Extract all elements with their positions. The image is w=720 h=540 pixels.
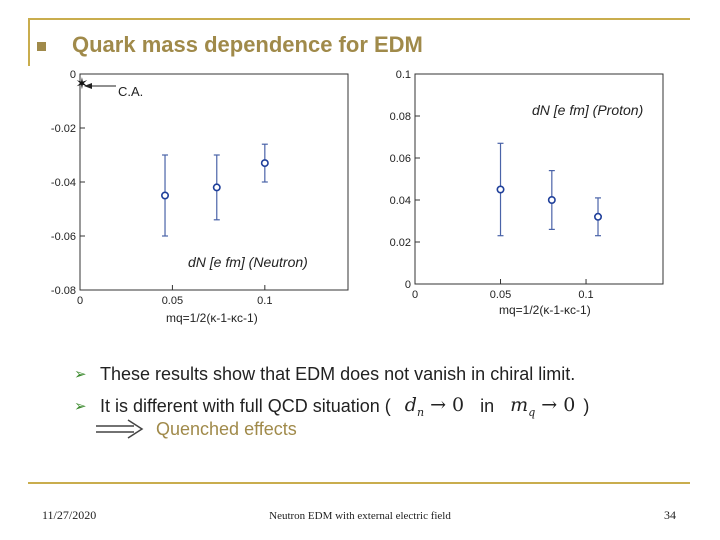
neutron-y-tick-label: -0.04 [51, 177, 76, 189]
footer-title: Neutron EDM with external electric field [269, 510, 451, 522]
implies-arrow-icon [96, 419, 144, 439]
neutron-y-tick-label: -0.02 [51, 123, 76, 135]
proton-y-tick-label: 0.06 [390, 153, 411, 165]
proton-y-tick-label: 0.08 [390, 111, 411, 123]
neutron-chart-title: dN [e fm] (Neutron) [188, 254, 308, 270]
title-bullet-icon [37, 42, 46, 51]
arrow-bullet-icon: ➢ [74, 366, 87, 383]
frame-left-accent [28, 18, 30, 66]
edm-figure: 0-0.02-0.04-0.06-0.080 0.05 0.1 ✶ dN [e fm… [51, 69, 664, 325]
slide-title: Quark mass dependence for EDM [72, 32, 423, 57]
proton-plot-frame [414, 73, 664, 285]
proton-y-tick-label: 0.04 [390, 195, 411, 207]
bullet-item-1: ➢ These results show that EDM does not v… [74, 358, 589, 390]
footer-date: 11/27/2020 [42, 508, 97, 522]
bullet-text-after: ) [583, 395, 590, 416]
proton-y-tick-label: 0 [405, 279, 411, 291]
frame-bottom-rule [28, 482, 690, 484]
neutron-y-tick-label: -0.06 [51, 231, 76, 243]
proton-y-tick-label: 0.02 [390, 237, 411, 249]
bullet-text-middle: in [480, 395, 495, 416]
quenched-row: Quenched effects [96, 418, 297, 440]
footer-page-number: 34 [664, 508, 676, 522]
chiral-limit-star-icon: ✶ [75, 74, 88, 93]
neutron-data-point [161, 191, 170, 200]
quenched-effects-text: Quenched effects [156, 418, 297, 439]
neutron-x-tick-label: 0.1 [257, 295, 272, 307]
proton-x-tick-label: 0 [412, 289, 418, 301]
proton-x-tick-label: 0.1 [578, 289, 593, 301]
bullet-list: ➢ These results show that EDM does not v… [74, 358, 589, 422]
formula-mq: mq → 0 [510, 393, 576, 419]
proton-panel: 0 0.02 0.04 0.06 0.08 0.1 0 0.05 0.1 dN [e fm] (… [390, 69, 664, 317]
neutron-x-tick-label: 0.05 [162, 295, 183, 307]
bullet-item-2: ➢ It is different with full QCD situatio… [74, 390, 589, 422]
neutron-panel: 0-0.02-0.04-0.06-0.080 0.05 0.1 ✶ dN [e fm… [51, 69, 349, 325]
neutron-x-axis-label: mq=1/2(κ-1-κc-1) [166, 311, 258, 325]
arrow-bullet-icon: ➢ [74, 398, 87, 415]
frame-top-rule [28, 18, 690, 20]
proton-chart-title: dN [e fm] (Proton) [532, 102, 643, 118]
chiral-annotation: C.A. [118, 84, 143, 99]
neutron-x-tick-label: 0 [77, 295, 83, 307]
chiral-arrowhead-icon [84, 83, 92, 89]
proton-data-point [547, 196, 556, 205]
neutron-data-point [260, 159, 269, 168]
proton-data-point [496, 185, 505, 194]
proton-x-tick-label: 0.05 [490, 289, 511, 301]
bullet-text: These results show that EDM does not van… [100, 363, 576, 384]
neutron-y-tick-label: 0 [70, 69, 76, 81]
proton-x-axis-label: mq=1/2(κ-1-κc-1) [499, 303, 591, 317]
neutron-y-tick-label: -0.08 [51, 285, 76, 297]
bullet-text-before: It is different with full QCD situation … [100, 395, 391, 416]
proton-y-tick-label: 0.1 [396, 69, 411, 81]
proton-data-point [594, 212, 603, 221]
formula-dn: dn → 0 [404, 393, 465, 419]
neutron-data-point [212, 183, 221, 192]
